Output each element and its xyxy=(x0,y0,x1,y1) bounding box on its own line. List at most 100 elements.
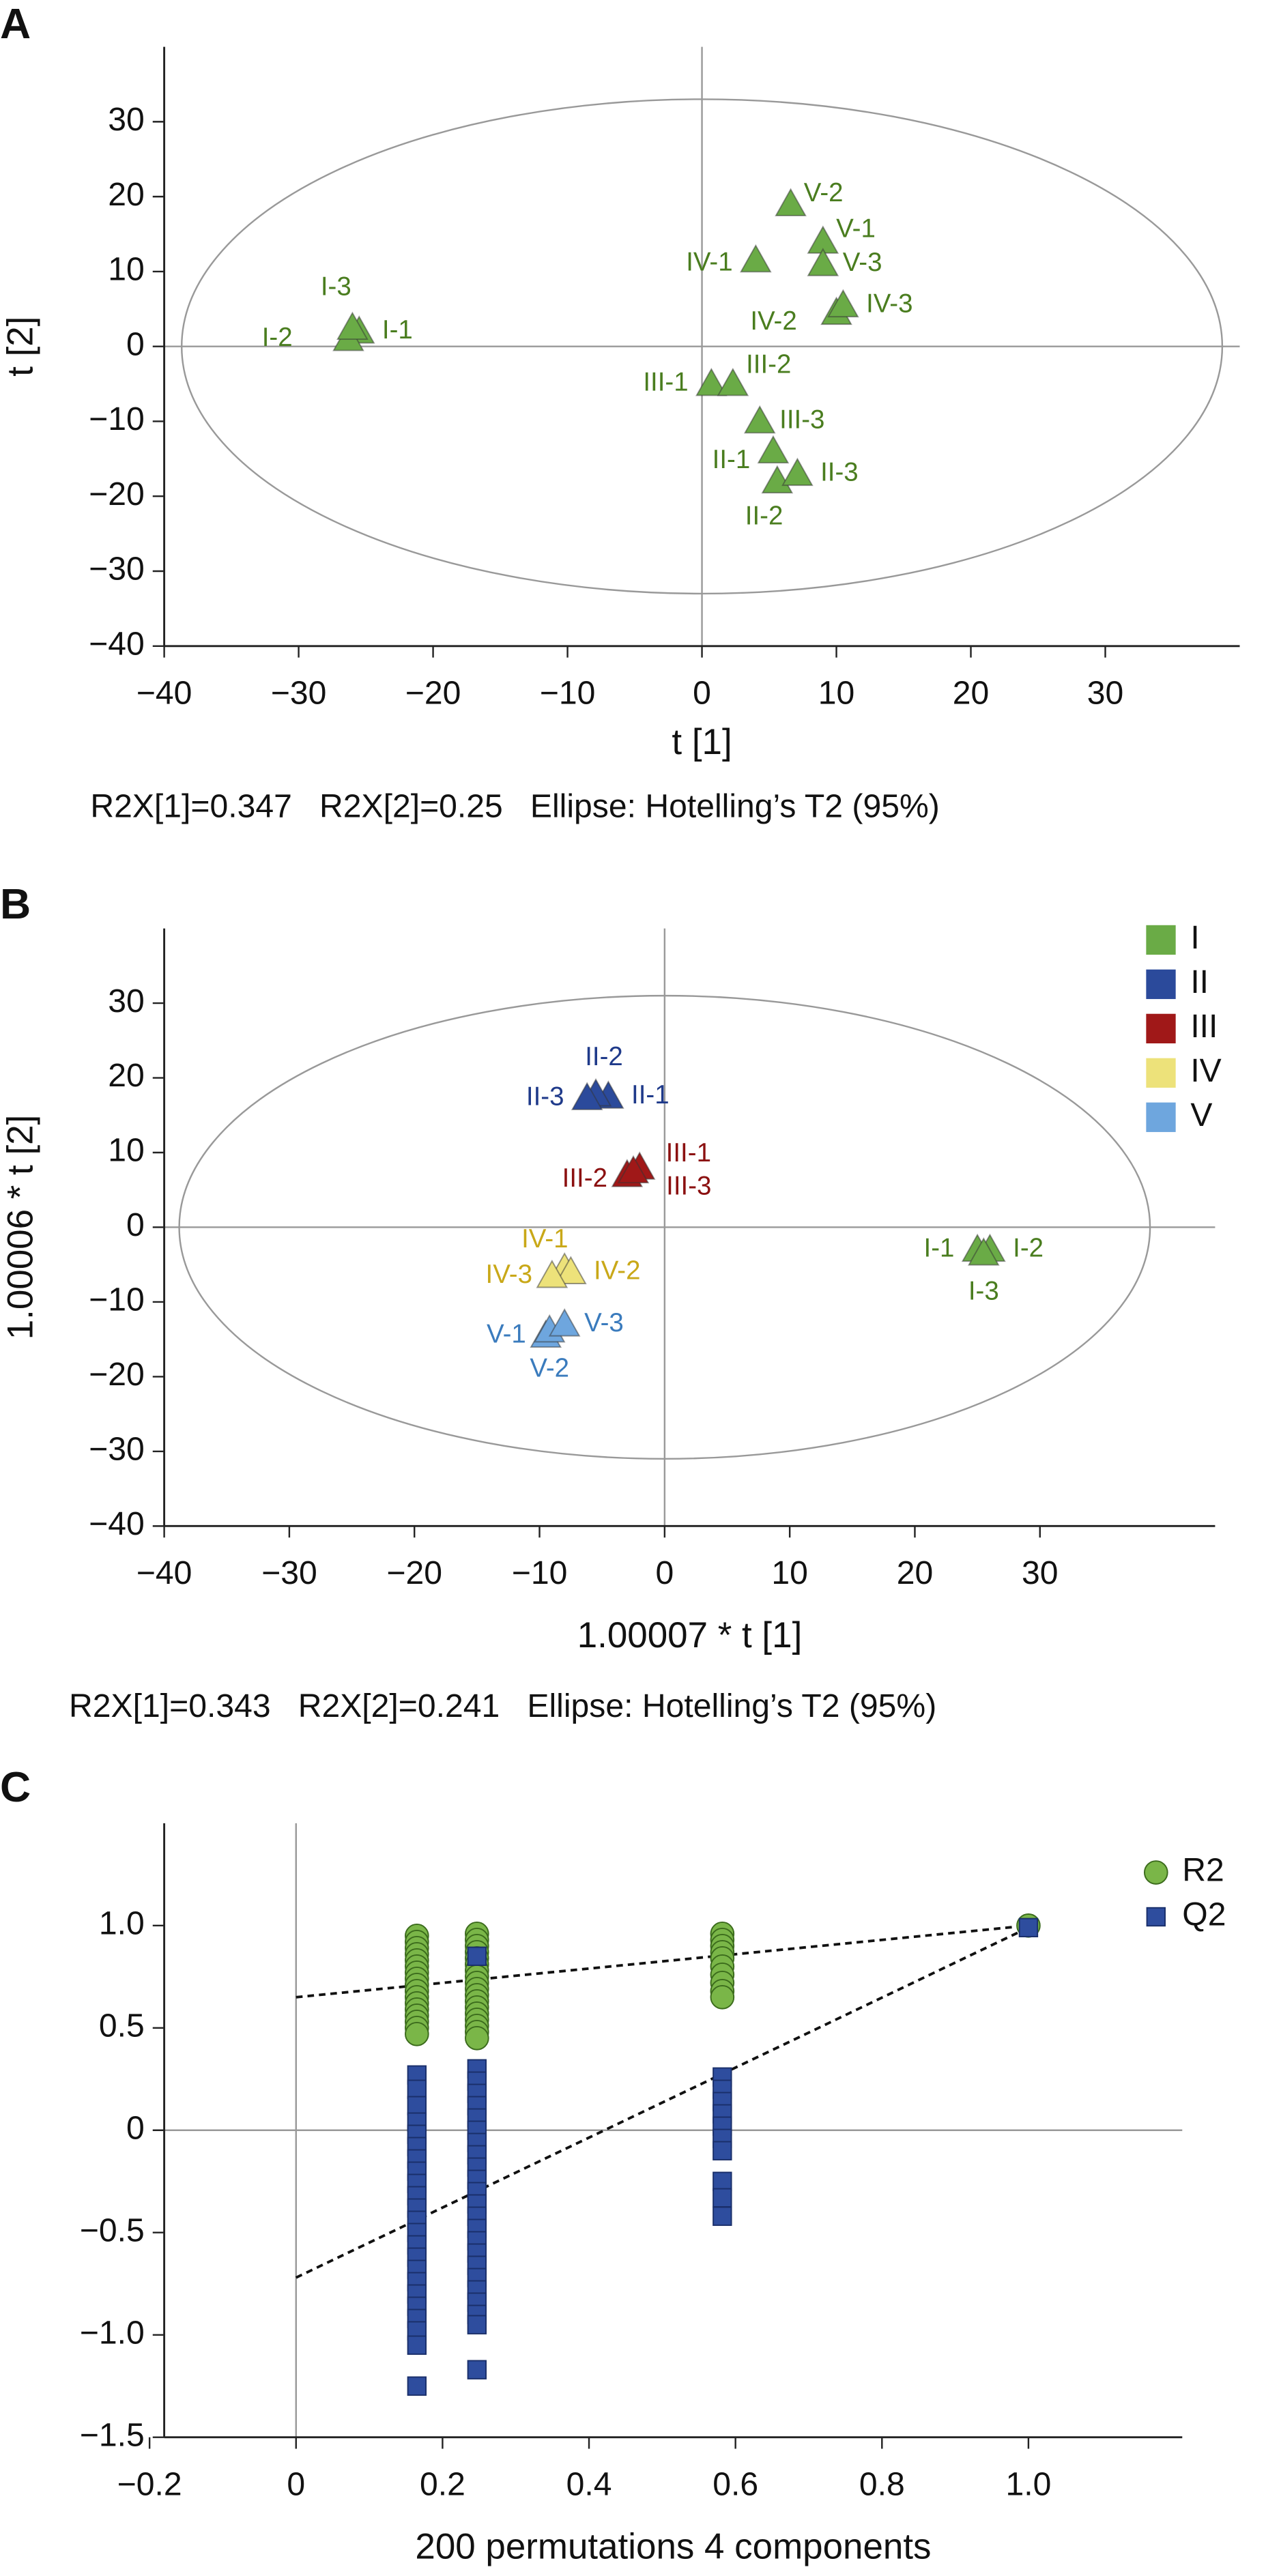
y-tick-label: −30 xyxy=(89,551,145,588)
point-label: II-3 xyxy=(820,457,859,487)
point-label: II-2 xyxy=(585,1042,623,1071)
legend-label: R2 xyxy=(1182,1852,1224,1889)
legend-label: V xyxy=(1190,1097,1212,1133)
point-label: III-1 xyxy=(666,1138,711,1168)
legend-swatch xyxy=(1146,925,1176,955)
y-tick-label: 10 xyxy=(108,251,145,288)
point-label: I-1 xyxy=(924,1233,955,1262)
point-label: I-3 xyxy=(321,272,351,302)
point-label: III-2 xyxy=(562,1163,607,1193)
x-tick-label: 0.8 xyxy=(859,2466,905,2503)
circle-point xyxy=(710,1984,735,2010)
point-label: V-3 xyxy=(584,1308,624,1337)
y-tick-label: −40 xyxy=(89,625,145,662)
x-tick-label: 0.6 xyxy=(713,2466,758,2503)
x-tick-label: 30 xyxy=(1022,1554,1059,1591)
y-tick-label: 10 xyxy=(108,1132,145,1169)
x-tick-label: 20 xyxy=(897,1554,934,1591)
triangle-point xyxy=(761,465,794,494)
x-tick-label: 20 xyxy=(953,675,990,712)
point-label: IV-1 xyxy=(686,247,732,276)
x-tick-label: −10 xyxy=(540,675,596,712)
legend-swatch xyxy=(1146,1013,1176,1044)
x-tick-label: −10 xyxy=(512,1554,568,1591)
point-label: III-2 xyxy=(746,349,791,379)
triangle-point xyxy=(571,1082,603,1110)
square-point xyxy=(713,2206,732,2226)
x-tick-label: 0 xyxy=(655,1554,674,1591)
square-point xyxy=(1018,1917,1039,1938)
legend-swatch xyxy=(1146,1102,1176,1132)
point-label: I-3 xyxy=(968,1277,999,1306)
y-tick-label: −1.0 xyxy=(80,2314,145,2351)
caption: R2X[1]=0.347 R2X[2]=0.25 Ellipse: Hotell… xyxy=(90,788,939,825)
triangle-point xyxy=(967,1237,1000,1266)
point-label: IV-2 xyxy=(750,306,796,336)
point-label: I-2 xyxy=(1013,1233,1044,1262)
y-axis-title: 1.00006 * t [2] xyxy=(1,1115,41,1340)
x-tick-label: 0 xyxy=(287,2466,305,2503)
y-tick-label: 20 xyxy=(108,176,145,213)
y-tick-label: 0 xyxy=(126,325,145,362)
point-label: IV-3 xyxy=(486,1260,532,1289)
x-tick-label: −0.2 xyxy=(117,2466,182,2503)
triangle-point xyxy=(781,457,814,487)
triangle-point xyxy=(695,367,728,396)
triangle-point xyxy=(757,435,790,464)
point-label: I-1 xyxy=(382,315,413,345)
point-label: I-2 xyxy=(262,323,293,352)
legend-swatch xyxy=(1146,1907,1166,1927)
y-tick-label: −20 xyxy=(89,1356,145,1393)
x-tick-label: −20 xyxy=(405,675,461,712)
y-tick-label: −0.5 xyxy=(80,2212,145,2248)
point-label: V-3 xyxy=(843,248,882,277)
point-label: V-2 xyxy=(804,178,844,207)
x-tick-label: 0 xyxy=(693,675,711,712)
square-point xyxy=(467,1946,487,1967)
square-point xyxy=(407,2096,427,2115)
point-label: II-1 xyxy=(713,445,751,474)
panel-letter: A xyxy=(0,0,31,48)
x-tick-label: 1.0 xyxy=(1005,2466,1051,2503)
x-tick-label: 30 xyxy=(1087,675,1124,712)
y-tick-label: −10 xyxy=(89,1282,145,1318)
x-tick-label: 10 xyxy=(771,1554,808,1591)
triangle-point xyxy=(807,248,839,276)
x-tick-label: −30 xyxy=(261,1554,317,1591)
y-tick-label: −30 xyxy=(89,1431,145,1468)
point-label: II-1 xyxy=(631,1080,670,1110)
x-tick-label: −20 xyxy=(386,1554,442,1591)
legend-swatch xyxy=(1146,969,1176,1000)
circle-point xyxy=(405,2021,429,2046)
regression-line xyxy=(296,1924,1029,1999)
panel-letter: B xyxy=(0,880,31,928)
triangle-point xyxy=(336,311,369,341)
regression-line xyxy=(295,1926,1029,2279)
point-label: IV-3 xyxy=(866,289,912,318)
point-label: III-3 xyxy=(666,1172,711,1201)
square-point xyxy=(713,2171,732,2191)
square-point xyxy=(467,2315,487,2334)
x-tick-label: −40 xyxy=(136,1554,192,1591)
square-point xyxy=(467,2360,487,2379)
circle-point xyxy=(465,2025,489,2051)
y-tick-label: 1.0 xyxy=(99,1905,145,1942)
triangle-point xyxy=(743,405,776,434)
point-label: III-3 xyxy=(779,405,824,435)
triangle-point xyxy=(740,244,772,273)
triangle-point xyxy=(548,1308,581,1337)
square-point xyxy=(407,2079,427,2099)
x-tick-label: 0.4 xyxy=(566,2466,612,2503)
y-axis-title: t [2] xyxy=(1,317,41,377)
x-axis-title: 200 permutations 4 components xyxy=(415,2526,931,2566)
point-label: III-1 xyxy=(643,368,688,397)
legend-label: Q2 xyxy=(1182,1896,1226,1933)
y-tick-label: 20 xyxy=(108,1057,145,1094)
triangle-point xyxy=(555,1256,587,1284)
x-tick-label: −40 xyxy=(136,675,192,712)
point-label: V-1 xyxy=(487,1319,526,1348)
point-label: II-3 xyxy=(526,1082,564,1111)
y-tick-label: 30 xyxy=(108,983,145,1019)
triangle-point xyxy=(617,1155,650,1184)
